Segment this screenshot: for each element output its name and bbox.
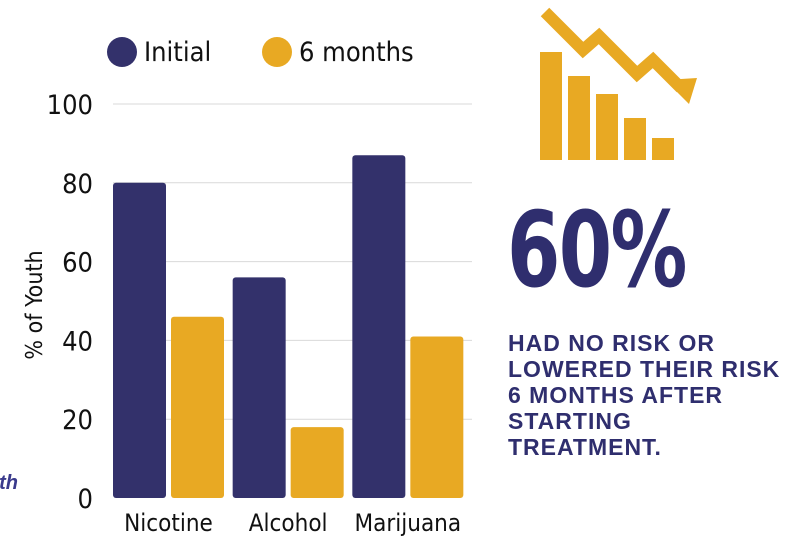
legend-label: Initial	[144, 37, 211, 68]
bar-alcohol-6-months	[290, 427, 344, 498]
x-tick-label: Marijuana	[355, 509, 462, 537]
y-tick-label: 40	[62, 326, 93, 357]
bar-nicotine-initial	[113, 182, 166, 499]
bar-marijuana-initial	[352, 155, 406, 498]
chart-bars	[113, 155, 464, 499]
stat-value: 60%	[507, 189, 687, 311]
x-tick-label: Alcohol	[249, 509, 328, 537]
cut-off-text: th	[0, 472, 18, 494]
bar-nicotine-6-months	[171, 316, 224, 498]
legend-marker	[262, 37, 292, 67]
chart-legend: Initial 6 months	[107, 37, 414, 68]
declining-bar-chart-icon	[540, 7, 697, 160]
stat-caption: HAD NO RISK OR LOWERED THEIR RISK 6 MONT…	[508, 330, 781, 460]
x-axis-ticks: Nicotine Alcohol Marijuana	[124, 509, 461, 537]
bar-alcohol-initial	[232, 277, 286, 498]
y-tick-label: 80	[62, 169, 93, 200]
bar-marijuana-6-months	[410, 336, 464, 498]
y-axis-label: % of Youth	[22, 250, 48, 359]
y-tick-label: 60	[62, 248, 93, 279]
x-tick-label: Nicotine	[124, 509, 213, 537]
legend-marker	[107, 37, 137, 67]
y-axis-ticks: 0 20 40 60 80 100	[47, 90, 93, 515]
y-tick-label: 0	[78, 484, 93, 515]
y-tick-label: 100	[47, 90, 93, 121]
bar-chart: Initial 6 months 0 20 40 60 80 100 Nicotine Alc…	[22, 37, 472, 537]
y-tick-label: 20	[62, 405, 93, 436]
stat-panel: 60% HAD NO RISK OR LOWERED THEIR RISK 6 …	[505, 0, 788, 538]
legend-label: 6 months	[299, 37, 414, 68]
